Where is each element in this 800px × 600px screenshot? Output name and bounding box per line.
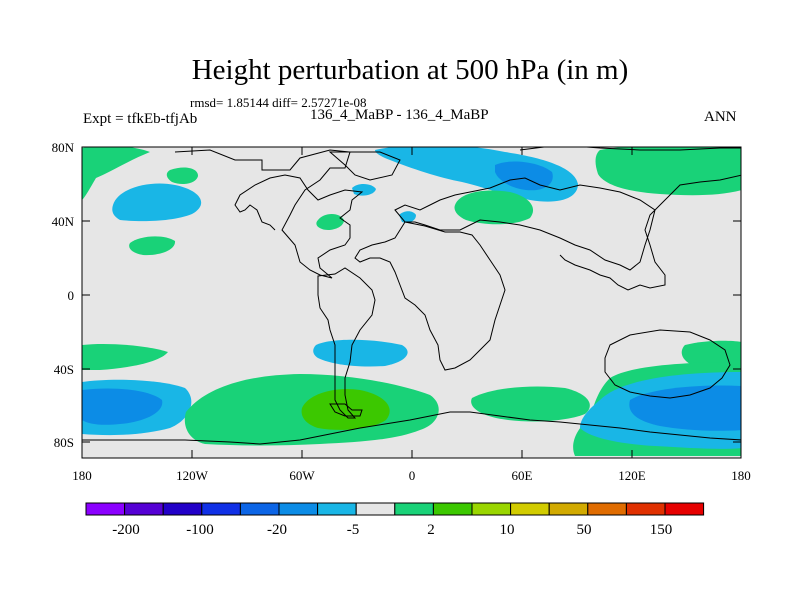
season-label: ANN (704, 109, 737, 125)
colorbar-swatch (239, 502, 280, 516)
coastline-antarctic-peninsula (329, 403, 363, 417)
contour-positive-central-asia (454, 190, 534, 225)
figure-title: Height perturbation at 500 hPa (in m) (191, 54, 629, 86)
lon-tick-0: 0 (409, 468, 416, 483)
lon-tick-60w: 60W (289, 468, 315, 483)
colorbar-label: 2 (427, 522, 435, 538)
colorbar-label: -5 (347, 522, 360, 538)
coastline-south-america (317, 267, 376, 419)
lat-tick-40n: 40N (52, 214, 75, 229)
experiment-label: Expt = tfkEb-tfjAb (83, 111, 198, 127)
contour-positive-nh-atlantic (316, 214, 344, 230)
colorbar-swatch (471, 502, 512, 516)
colorbar-swatch (394, 502, 434, 516)
lat-tick-40s: 40S (54, 362, 74, 377)
colorbar-swatch (625, 502, 666, 516)
colorbar-label: 150 (650, 522, 673, 538)
colorbar-swatch (201, 502, 241, 516)
colorbar-swatch (355, 502, 396, 516)
lat-tick-80n: 80N (52, 140, 75, 155)
contour-positive-pacific-low (129, 236, 176, 256)
colorbar-swatch (162, 502, 203, 516)
colorbar-swatch (432, 502, 473, 516)
colorbar-swatch (664, 502, 705, 516)
colorbar-labels: -200 -100 -20 -5 2 10 50 150 (112, 522, 672, 538)
lon-tick-180e: 180 (731, 468, 751, 483)
lon-tick-120e: 120E (618, 468, 646, 483)
colorbar (85, 502, 705, 516)
colorbar-label: 10 (500, 522, 515, 538)
contour-positive-nh-west (82, 147, 150, 200)
colorbar-label: 50 (577, 522, 592, 538)
contour-positive-sh-core (301, 388, 390, 430)
contour-negative-small-1 (352, 183, 376, 196)
coastline-antarctica (82, 411, 741, 445)
coastline-australia (604, 329, 731, 399)
contour-positive-sh-west (82, 343, 168, 370)
coastline-africa (354, 221, 506, 371)
contour-negative-sh-west-core (82, 388, 163, 425)
lat-tick-0: 0 (68, 288, 75, 303)
colorbar-swatch (587, 502, 627, 516)
lat-tick-80s: 80S (54, 435, 74, 450)
lon-tick-120w: 120W (176, 468, 209, 483)
lon-tick-60e: 60E (512, 468, 533, 483)
longitude-axis: 180 120W 60W 0 60E 120E 180 (72, 147, 751, 483)
coastline-greenland (328, 151, 401, 181)
colorbar-swatch (548, 502, 589, 516)
contour-negative-sh-pacific (313, 339, 408, 367)
stats-line: rmsd= 1.85144 diff= 2.57271e-08 (190, 95, 367, 110)
colorbar-swatch (124, 502, 164, 516)
case-subtitle: 136_4_MaBP - 136_4_MaBP (310, 107, 489, 123)
colorbar-swatch (278, 502, 319, 516)
contour-positive-nh-pacific (166, 167, 198, 184)
colorbar-label: -20 (267, 522, 287, 538)
coastline-europe (394, 177, 656, 271)
contour-negative-nh-pacific (112, 183, 202, 222)
coastlines (82, 147, 741, 445)
latitude-axis: 80N 40N 0 40S 80S (52, 140, 741, 450)
colorbar-swatch (85, 502, 126, 516)
coastline-asia-east (519, 147, 741, 291)
contour-negative-eurasia-core (495, 161, 553, 191)
colorbar-label: -200 (112, 522, 140, 538)
colorbar-swatch (510, 502, 550, 516)
contour-positive-nh-east (595, 147, 741, 196)
lon-tick-180w: 180 (72, 468, 92, 483)
colorbar-label: -100 (186, 522, 214, 538)
colorbar-swatch (317, 502, 357, 516)
contour-positive-sh-indian (471, 386, 590, 422)
